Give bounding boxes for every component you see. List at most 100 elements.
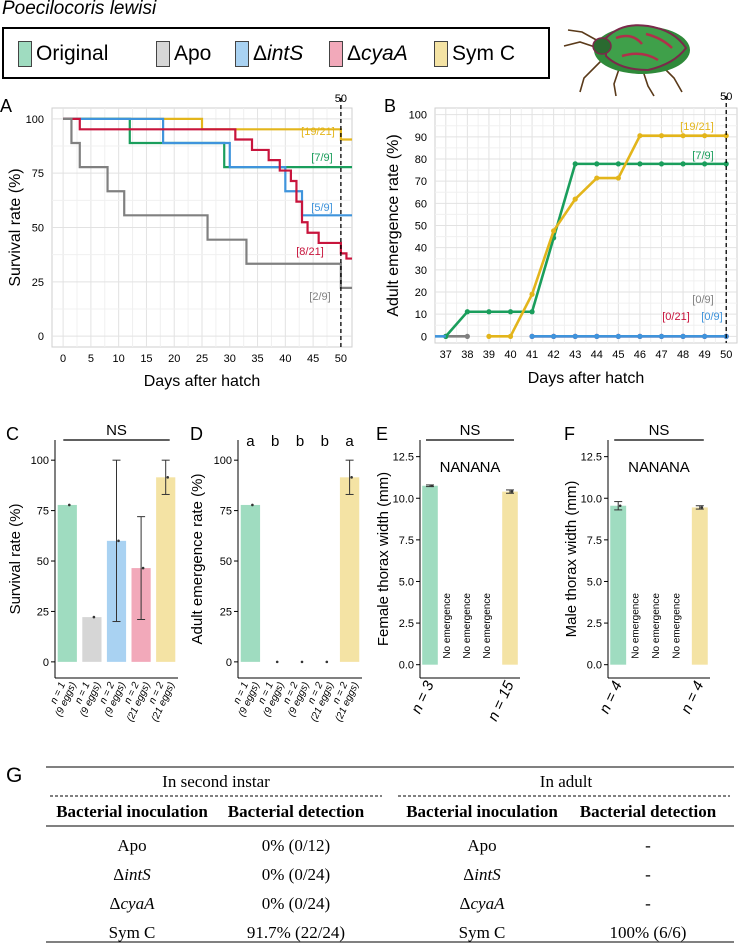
table-prefix-cyaa: Δ <box>459 894 471 913</box>
panel-e-bar-original <box>422 485 438 665</box>
table-row-symc-inoculation-adult: Sym C <box>458 923 506 942</box>
panel-b-y-tick: 60 <box>415 198 427 210</box>
panel-b-y-label: Adult emergence rate (%) <box>385 134 402 316</box>
panel-letter-d: D <box>190 424 203 444</box>
panel-b-x-tick: 44 <box>591 349 603 361</box>
panel-b-point-apo <box>464 333 470 339</box>
panel-b-x-tick: 50 <box>720 349 732 361</box>
panel-b-line-symc <box>488 134 727 338</box>
panel-a-label-symc: [19/21] <box>301 126 335 138</box>
panel-a-x-tick: 40 <box>279 353 291 365</box>
panel-d-bar-symc <box>339 477 360 662</box>
table-name-ints: intS <box>124 865 151 884</box>
panel-b-label-symc: [19/21] <box>680 121 714 133</box>
panel-b-point-ints <box>680 333 686 339</box>
panel-a-line-cyaa <box>63 117 352 260</box>
panel-c-y-label: Survival rate (%) <box>7 504 24 615</box>
panel-c-datapoint-original <box>68 503 71 507</box>
panel-a-x-tick: 10 <box>113 353 125 365</box>
panel-f-chart: 0.0 2.5 5.0 7.5 10.0 12.5 Male thorax width (m… <box>563 422 710 716</box>
panel-b-y-tick: 30 <box>415 265 427 277</box>
panel-c-datapoint-ints <box>117 539 120 543</box>
table-row-symc-inoculation-second: Sym C <box>108 923 156 942</box>
panel-b-x-tick: 43 <box>569 349 581 361</box>
table-name-ints: intS <box>474 865 501 884</box>
panel-a-line-apo <box>63 117 352 290</box>
panel-b-point-original <box>572 161 578 167</box>
panel-f-bar-original <box>610 505 627 665</box>
panel-e-na-apo: NA <box>440 459 461 476</box>
panel-b-x-tick: 37 <box>440 349 452 361</box>
panel-b-x-tick: 41 <box>526 349 538 361</box>
table-row-symc-detection-second: 91.7% (22/24) <box>246 923 346 942</box>
panel-a-y-label: Survival rate (%) <box>7 168 24 286</box>
table-header-detection-adult: Bacterial detection <box>579 802 717 821</box>
panel-f-na-cyaa: NA <box>669 459 690 476</box>
panel-c-significance: NS <box>106 422 127 439</box>
panel-b-point-symc <box>594 175 600 181</box>
panel-c-bar-symc <box>156 477 176 662</box>
panel-d-letter-apo: b <box>271 433 279 450</box>
panel-e-na-cyaa: NA <box>480 459 501 476</box>
panel-d-datapoint-original <box>251 503 254 507</box>
panel-b-point-ints <box>529 333 535 339</box>
panel-e-y-tick: 5.0 <box>399 576 414 588</box>
panel-f-y-label: Male thorax width (mm) <box>563 481 580 638</box>
panel-e-y-tick: 10.0 <box>393 493 414 505</box>
panel-b-line-original <box>444 162 727 338</box>
panel-b-x-tick: 48 <box>677 349 689 361</box>
legend-label-cyaa: cyaA <box>361 42 408 65</box>
panel-f-y-tick: 2.5 <box>587 618 602 630</box>
panel-a-label-ints: [5/9] <box>311 202 332 214</box>
legend-swatch-ints <box>235 41 249 67</box>
panel-f-datapoint-symc <box>700 506 704 509</box>
panel-f-y-tick: 7.5 <box>587 535 602 547</box>
panel-b-point-symc <box>615 175 621 181</box>
table-prefix-ints: Δ <box>113 865 125 884</box>
panel-f-y-tick: 0.0 <box>587 660 602 672</box>
panel-e-no-emergence-cyaa: No emergence <box>482 593 493 659</box>
panel-b-point-original <box>507 309 514 315</box>
panel-a-x-tick: 45 <box>307 353 319 365</box>
panel-b-x-tick: 49 <box>699 349 711 361</box>
panel-b-point-symc <box>658 133 665 139</box>
panel-letter-f: F <box>564 424 575 444</box>
table-header-inoculation-adult: Bacterial inoculation <box>406 802 558 821</box>
panel-d-letter-original: a <box>246 433 255 450</box>
panel-d-letter-ints: b <box>296 433 304 450</box>
panel-d-y-label: Adult emergence rate (%) <box>189 474 206 645</box>
panel-b-point-ints <box>615 333 621 339</box>
table-row-apo-inoculation-adult: Apo <box>467 836 497 855</box>
panel-d-datapoint-ints <box>300 660 304 664</box>
species-title: Poecilocoris lewisi <box>2 0 157 19</box>
panel-b-point-symc <box>702 133 708 139</box>
panel-a-chart: 0 5 10 15 20 25 30 35 40 45 50 0 25 50 75 100 Days after… <box>7 93 353 390</box>
panel-b-label-original: [7/9] <box>692 150 713 162</box>
panel-e-y-label: Female thorax width (mm) <box>375 472 392 646</box>
table-header-inoculation-second: Bacterial inoculation <box>56 802 208 821</box>
panel-d-datapoint-cyaa <box>325 660 329 664</box>
panel-e-n-label-original: n = 3 <box>408 678 438 716</box>
panel-a-label-apo: [2/9] <box>309 291 330 303</box>
table-row-ints-detection-second: 0% (0/24) <box>261 865 331 884</box>
panel-d-y-tick: 0 <box>226 657 232 669</box>
panel-f-no-emergence-apo: No emergence <box>631 593 642 659</box>
panel-a-x-tick: 15 <box>140 353 152 365</box>
panel-d-bar-original <box>240 504 261 662</box>
legend-swatch-cyaa <box>329 41 343 67</box>
panel-e-bar-symc <box>502 491 518 665</box>
panel-b-point-original <box>529 309 535 315</box>
panel-b-x-tick: 39 <box>483 349 495 361</box>
panel-b-point-symc <box>507 333 514 339</box>
panel-a-x-tick: 20 <box>168 353 180 365</box>
panel-b-y-tick: 50 <box>415 221 427 233</box>
panel-a-day50-label: 50 <box>335 93 347 105</box>
panel-f-na-ints: NA <box>649 459 670 476</box>
panel-b-y-tick: 0 <box>421 331 427 343</box>
panel-f-no-emergence-ints: No emergence <box>651 593 662 659</box>
